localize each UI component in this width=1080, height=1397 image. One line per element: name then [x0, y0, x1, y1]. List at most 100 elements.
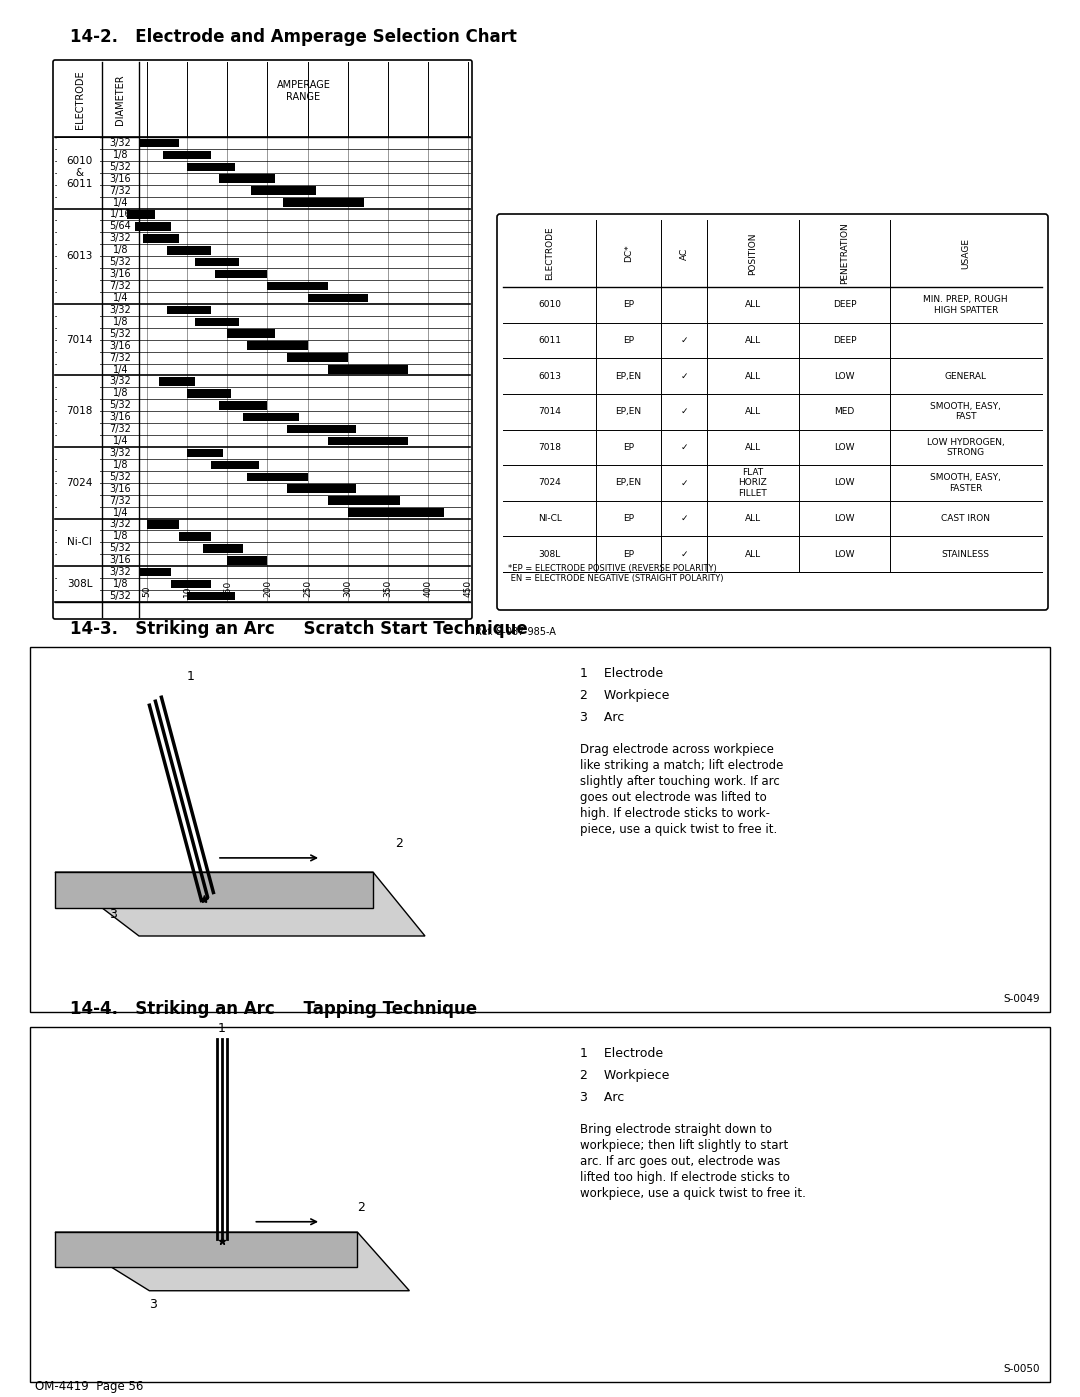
Text: 1    Electrode: 1 Electrode [580, 1046, 663, 1060]
Text: 2: 2 [357, 1201, 365, 1214]
Bar [219, 401, 268, 409]
Text: 5/32: 5/32 [109, 472, 132, 482]
Bar [287, 353, 348, 362]
Bar [203, 543, 243, 553]
Text: POSITION: POSITION [748, 232, 757, 275]
Text: 1: 1 [218, 1023, 226, 1035]
Text: *EP = ELECTRODE POSITIVE (REVERSE POLARITY)
 EN = ELECTRODE NEGATIVE (STRAIGHT P: *EP = ELECTRODE POSITIVE (REVERSE POLARI… [508, 563, 724, 583]
Text: 1: 1 [187, 671, 194, 683]
Bar [252, 186, 315, 196]
Text: 3/32: 3/32 [110, 305, 132, 314]
Text: 7024: 7024 [66, 478, 93, 488]
Text: LOW: LOW [834, 549, 854, 559]
Text: 3/16: 3/16 [110, 341, 132, 351]
Text: 7/32: 7/32 [109, 496, 132, 506]
Text: 3/32: 3/32 [110, 376, 132, 387]
Text: MED: MED [835, 407, 854, 416]
Text: 3/32: 3/32 [110, 448, 132, 458]
Text: 5/32: 5/32 [109, 257, 132, 267]
Text: 300: 300 [343, 580, 352, 597]
Text: 3    Arc: 3 Arc [580, 1091, 624, 1104]
Text: 6013: 6013 [66, 251, 93, 261]
Text: 1/8: 1/8 [112, 580, 129, 590]
Text: EP: EP [623, 335, 634, 345]
Text: 6013: 6013 [538, 372, 562, 380]
Text: 7/32: 7/32 [109, 425, 132, 434]
Bar [247, 341, 308, 349]
Text: ✓: ✓ [680, 514, 688, 522]
Text: 1/16: 1/16 [110, 210, 132, 219]
Text: STAINLESS: STAINLESS [942, 549, 989, 559]
Text: 3/32: 3/32 [110, 138, 132, 148]
Polygon shape [55, 872, 426, 936]
Text: ELECTRODE: ELECTRODE [545, 226, 554, 281]
Text: LOW: LOW [834, 372, 854, 380]
Text: piece, use a quick twist to free it.: piece, use a quick twist to free it. [580, 823, 778, 835]
Text: LOW: LOW [834, 443, 854, 451]
Bar [171, 580, 212, 588]
Text: DC*: DC* [624, 244, 633, 263]
Text: 3: 3 [149, 1298, 158, 1310]
Text: 6010: 6010 [538, 300, 562, 309]
Text: lifted too high. If electrode sticks to: lifted too high. If electrode sticks to [580, 1171, 789, 1185]
Text: arc. If arc goes out, electrode was: arc. If arc goes out, electrode was [580, 1155, 780, 1168]
Bar [187, 162, 235, 170]
Text: 1/8: 1/8 [112, 388, 129, 398]
Text: 1/4: 1/4 [112, 365, 129, 374]
Text: 7014: 7014 [66, 335, 93, 345]
Text: 5/64: 5/64 [110, 221, 132, 232]
FancyBboxPatch shape [497, 214, 1048, 610]
Text: 2    Workpiece: 2 Workpiece [580, 689, 670, 703]
Text: ✓: ✓ [680, 549, 688, 559]
Text: 7024: 7024 [66, 478, 93, 488]
Text: EP: EP [623, 443, 634, 451]
Text: 1/8: 1/8 [112, 149, 129, 159]
Text: ✓: ✓ [680, 478, 688, 488]
Text: SMOOTH, EASY,
FAST: SMOOTH, EASY, FAST [930, 402, 1001, 422]
Bar [163, 151, 212, 159]
Text: 150: 150 [222, 580, 232, 597]
Text: 5/32: 5/32 [109, 328, 132, 338]
Text: 7024: 7024 [539, 478, 562, 488]
Text: 7018: 7018 [66, 407, 93, 416]
Polygon shape [55, 1232, 357, 1267]
Text: 308L: 308L [539, 549, 561, 559]
Bar [57, 210, 100, 303]
Text: high. If electrode sticks to work-: high. If electrode sticks to work- [580, 807, 770, 820]
Text: 1/4: 1/4 [112, 197, 129, 208]
Text: 1/4: 1/4 [112, 293, 129, 303]
Text: AC: AC [679, 247, 689, 260]
Text: ALL: ALL [745, 514, 761, 522]
Text: ✓: ✓ [680, 443, 688, 451]
Bar [139, 138, 179, 147]
Text: 14-4.   Striking an Arc     Tapping Technique: 14-4. Striking an Arc Tapping Technique [70, 1000, 477, 1018]
Bar [187, 388, 231, 398]
Bar [159, 377, 195, 386]
Text: 1/8: 1/8 [112, 317, 129, 327]
Text: EP,EN: EP,EN [616, 407, 642, 416]
Text: 400: 400 [423, 580, 432, 597]
Text: ✓: ✓ [680, 372, 688, 380]
Text: ALL: ALL [745, 407, 761, 416]
Text: 1    Electrode: 1 Electrode [580, 666, 663, 680]
Text: EP: EP [623, 514, 634, 522]
Bar [179, 532, 212, 541]
Text: 450: 450 [463, 580, 473, 597]
Text: 308L: 308L [67, 580, 92, 590]
Text: 7/32: 7/32 [109, 281, 132, 291]
Text: 3/16: 3/16 [110, 555, 132, 566]
Text: 5/32: 5/32 [109, 401, 132, 411]
Text: slightly after touching work. If arc: slightly after touching work. If arc [580, 775, 780, 788]
Text: Ni-Cl: Ni-Cl [67, 538, 92, 548]
Text: workpiece; then lift slightly to start: workpiece; then lift slightly to start [580, 1139, 788, 1153]
Text: MIN. PREP, ROUGH
HIGH SPATTER: MIN. PREP, ROUGH HIGH SPATTER [923, 295, 1008, 314]
Text: 200: 200 [262, 580, 272, 597]
Text: Drag electrode across workpiece: Drag electrode across workpiece [580, 743, 774, 756]
Text: 1/8: 1/8 [112, 460, 129, 469]
Polygon shape [55, 1232, 409, 1291]
Bar [227, 330, 275, 338]
Bar [143, 235, 179, 243]
Bar [187, 592, 235, 601]
Bar [243, 414, 299, 422]
Text: SMOOTH, EASY,
FASTER: SMOOTH, EASY, FASTER [930, 474, 1001, 493]
